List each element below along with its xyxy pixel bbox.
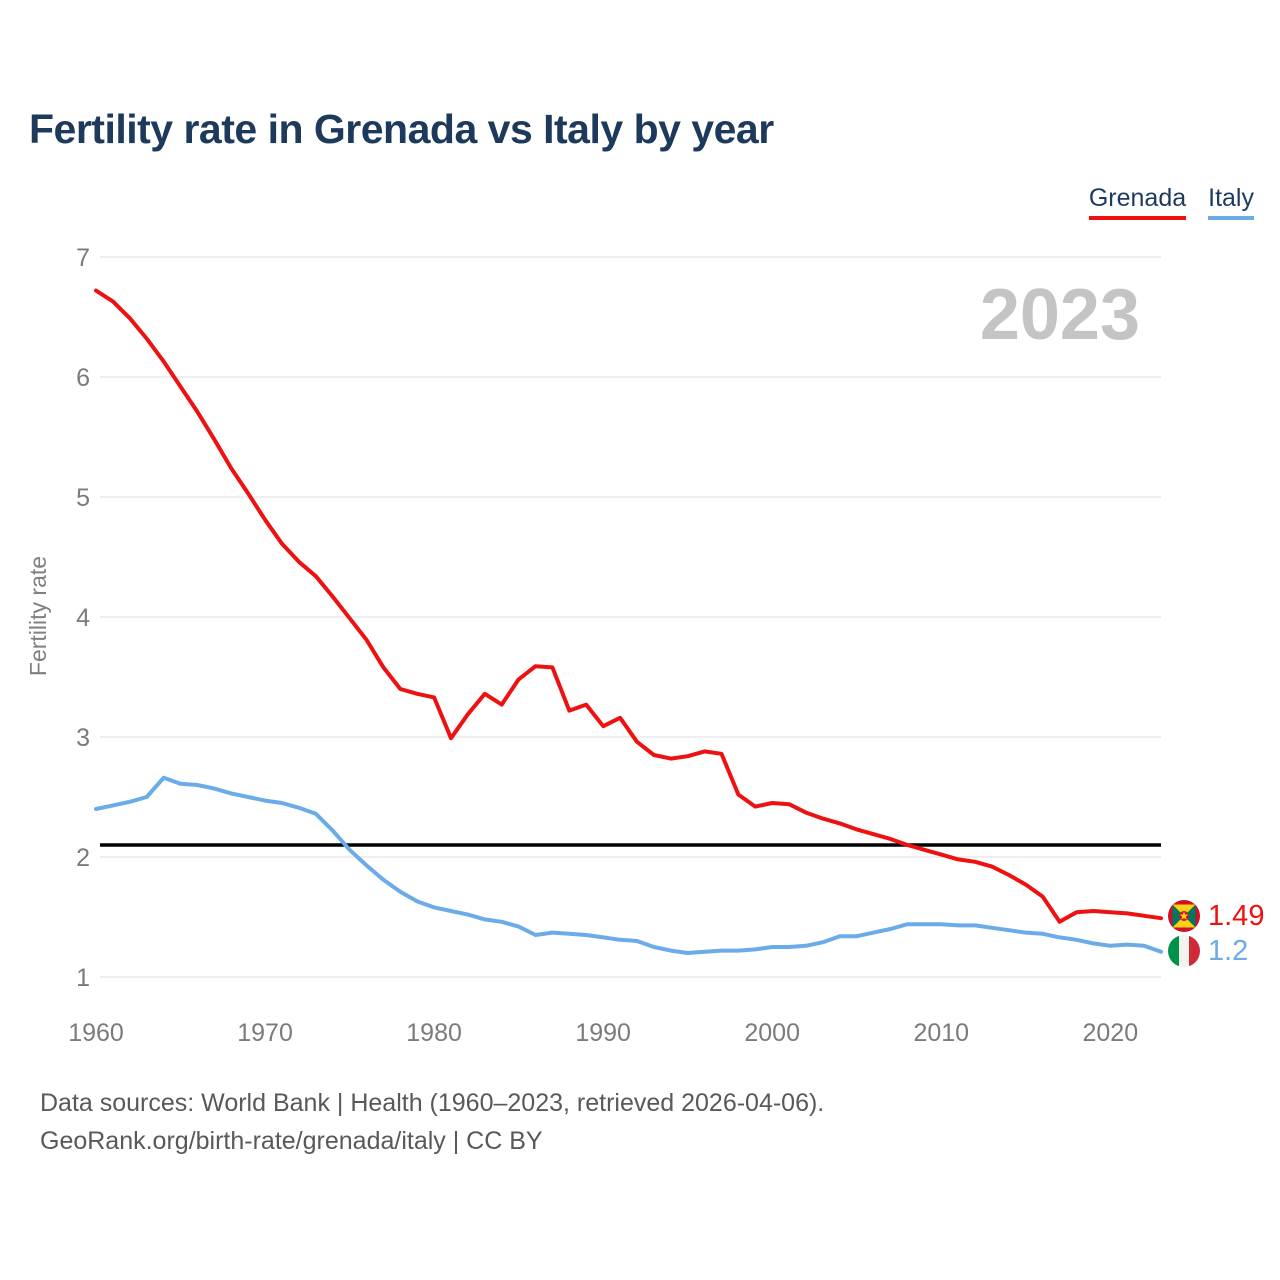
y-tick-label: 5: [76, 484, 90, 512]
x-tick-label: 1990: [575, 1019, 631, 1047]
grenada-flag-icon: [1168, 900, 1200, 932]
y-axis-title: Fertility rate: [25, 556, 51, 676]
x-tick-label: 1960: [68, 1019, 124, 1047]
y-tick-label: 2: [76, 844, 90, 872]
grenada-end-value: 1.49: [1208, 900, 1265, 932]
year-watermark: 2023: [979, 275, 1140, 355]
italy-end-value: 1.2: [1208, 935, 1249, 967]
x-tick-label: 1970: [237, 1019, 293, 1047]
y-tick-label: 3: [76, 724, 90, 752]
legend-item-grenada[interactable]: Grenada: [1088, 184, 1187, 220]
x-tick-label: 2000: [744, 1019, 800, 1047]
attribution-note: GeoRank.org/birth-rate/grenada/italy | C…: [40, 1127, 543, 1155]
legend: Grenada Italy: [1088, 184, 1254, 220]
x-tick-label: 1980: [406, 1019, 462, 1047]
y-tick-label: 4: [76, 604, 90, 632]
italy-flag-icon: [1168, 935, 1200, 967]
grenada-line: [94, 288, 1163, 924]
y-tick-label: 6: [76, 364, 90, 392]
italy-line: [94, 775, 1163, 955]
page-title: Fertility rate in Grenada vs Italy by ye…: [29, 106, 774, 152]
y-tick-label: 1: [76, 964, 90, 992]
footer: Data sources: World Bank | Health (1960–…: [40, 1084, 824, 1160]
x-tick-label: 2020: [1082, 1019, 1138, 1047]
y-tick-label: 7: [76, 244, 90, 272]
legend-item-italy[interactable]: Italy: [1208, 184, 1254, 220]
x-tick-label: 2010: [913, 1019, 969, 1047]
data-source-note: Data sources: World Bank | Health (1960–…: [40, 1089, 825, 1117]
